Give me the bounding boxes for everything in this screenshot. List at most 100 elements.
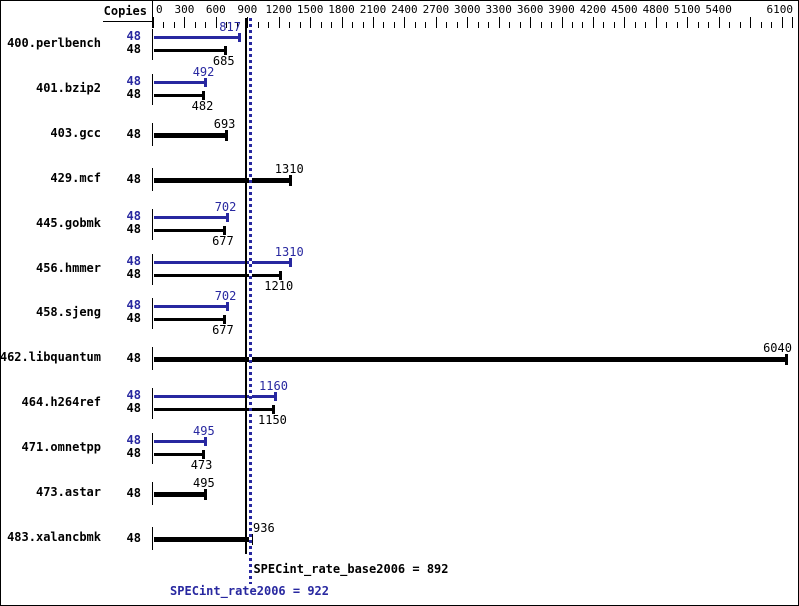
row-axis-tick [152, 433, 153, 465]
benchmark-name: 483.xalancbmk [7, 529, 101, 544]
base-bar-endcap [278, 270, 282, 280]
base-bar [154, 453, 203, 457]
base-bar-endcap [289, 174, 293, 186]
base-value-label: 936 [253, 520, 275, 535]
peak-bar-endcap [225, 212, 229, 222]
peak-summary-label: SPECint_rate2006 = 922 [170, 584, 329, 598]
base-bar-endcap [202, 90, 206, 100]
peak-copies-label: 48 [126, 253, 141, 268]
peak-copies-label: 48 [126, 298, 141, 313]
x-axis-tick [635, 22, 636, 28]
x-axis-tick [530, 17, 531, 28]
benchmark-name: 462.libquantum [0, 350, 101, 365]
x-axis-tick [352, 22, 353, 28]
x-axis-tick [614, 22, 615, 28]
x-axis-tick [331, 22, 332, 28]
x-axis-tick [687, 17, 688, 28]
x-axis-tick [247, 17, 248, 28]
base-copies-label: 48 [126, 266, 141, 281]
base-bar-endcap [203, 489, 207, 500]
base-bar-endcap [201, 450, 205, 460]
peak-bar [154, 305, 227, 309]
peak-value-label: 702 [214, 289, 237, 304]
peak-copies-label: 48 [126, 29, 141, 43]
x-axis-tick [321, 22, 322, 28]
peak-bar-endcap [289, 257, 293, 267]
base-value-label: 677 [212, 323, 234, 338]
row-axis-tick [152, 526, 153, 550]
x-axis-tick [750, 17, 751, 28]
x-axis-tick [394, 22, 395, 28]
x-axis-tick [603, 22, 604, 28]
x-axis-tick [478, 22, 479, 28]
base-value-label: 685 [212, 54, 235, 68]
base-bar [154, 318, 224, 322]
peak-value-label: 702 [214, 199, 237, 214]
base-copies-label: 48 [126, 311, 141, 326]
x-axis-tick [740, 22, 741, 28]
row-axis-tick [152, 122, 153, 146]
row-axis-tick [152, 253, 153, 285]
x-axis-tick [729, 22, 730, 28]
x-axis-label: 1200 [265, 3, 292, 16]
x-axis-tick [457, 22, 458, 28]
x-axis-tick [593, 17, 594, 28]
x-axis-label: 1500 [296, 3, 324, 16]
base-bar [154, 93, 204, 97]
x-axis-tick [216, 17, 217, 28]
row-axis-tick [152, 29, 153, 60]
x-axis-tick [205, 22, 206, 28]
row-axis-tick [152, 347, 153, 371]
benchmark-name: 429.mcf [50, 170, 101, 185]
x-axis-label: 4500 [611, 3, 638, 16]
row-axis-tick [152, 388, 153, 420]
base-value-label: 1150 [258, 413, 287, 428]
x-axis-label: 2100 [359, 3, 387, 16]
base-bar [154, 228, 224, 232]
benchmark-name: 458.sjeng [35, 305, 101, 320]
x-axis-tick [289, 22, 290, 28]
base-copies-label: 48 [126, 351, 141, 366]
x-axis-label: 3000 [454, 3, 481, 16]
x-axis-tick [383, 22, 384, 28]
benchmark-name: 445.gobmk [35, 215, 101, 230]
x-axis-tick [310, 17, 311, 28]
peak-bar [154, 36, 239, 39]
x-axis-tick [572, 22, 573, 28]
peak-value-label: 492 [192, 64, 215, 79]
x-axis-label: 4800 [642, 3, 670, 16]
peak-bar-endcap [273, 392, 277, 402]
x-axis-tick [541, 22, 542, 28]
base-value-label: 482 [191, 98, 214, 113]
base-bar-endcap [223, 46, 227, 55]
peak-value-label: 1310 [274, 244, 304, 259]
x-axis-tick [771, 22, 772, 28]
x-axis-tick [499, 17, 500, 28]
x-axis-tick [279, 17, 280, 28]
x-axis-tick [153, 17, 154, 28]
x-axis-tick [163, 22, 164, 28]
x-axis-tick [184, 17, 185, 28]
x-axis-tick [237, 22, 238, 28]
x-axis-label: 1800 [328, 3, 355, 16]
x-axis-tick [268, 22, 269, 28]
base-copies-label: 48 [126, 530, 141, 545]
base-bar [154, 273, 280, 277]
benchmark-name: 471.omnetpp [21, 440, 101, 455]
x-axis-tick [719, 17, 720, 28]
base-bar [154, 132, 226, 138]
base-bar [154, 536, 252, 542]
x-axis-tick [666, 22, 667, 28]
base-bar-endcap [222, 315, 226, 325]
x-axis-tick [363, 22, 364, 28]
peak-copies-label: 48 [126, 73, 141, 88]
peak-bar [154, 80, 205, 84]
x-axis-tick [342, 17, 343, 28]
copies-header-separator [152, 1, 153, 28]
peak-bar [154, 215, 227, 219]
x-axis-tick [404, 17, 405, 28]
base-bar [154, 492, 205, 497]
peak-value-label: 495 [193, 424, 215, 439]
